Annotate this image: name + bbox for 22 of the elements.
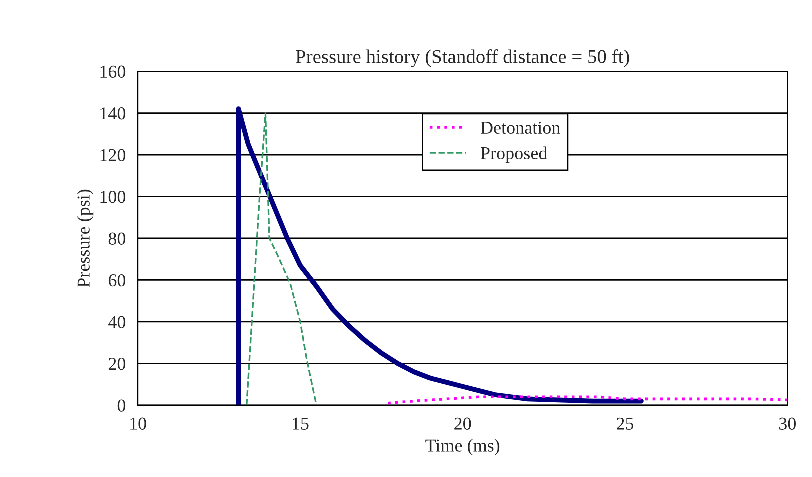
x-tick-label: 30 bbox=[779, 418, 796, 430]
x-axis-title: Time (ms) bbox=[426, 439, 500, 456]
y-axis-title: Pressure (psi) bbox=[77, 190, 94, 288]
y-tick-label: 120 bbox=[100, 149, 126, 162]
x-tick-label: 15 bbox=[293, 418, 309, 430]
x-tick-label: 25 bbox=[617, 418, 634, 430]
line-series bbox=[236, 106, 644, 406]
line-series bbox=[386, 396, 788, 405]
y-tick-label: 100 bbox=[100, 191, 126, 204]
legend-label: Proposed bbox=[481, 146, 548, 164]
line-series bbox=[246, 112, 318, 406]
x-tick-label: 10 bbox=[130, 418, 146, 430]
x-tick-label: 20 bbox=[454, 418, 472, 430]
y-tick-label: 0 bbox=[118, 400, 126, 412]
y-tick-label: 60 bbox=[108, 274, 126, 287]
y-tick-label: 80 bbox=[108, 232, 126, 245]
y-tick-label: 140 bbox=[100, 108, 126, 120]
y-tick-label: 20 bbox=[108, 358, 126, 370]
y-tick-label: 160 bbox=[100, 66, 126, 78]
legend-label: Detonation bbox=[481, 122, 560, 134]
y-tick-label: 40 bbox=[108, 316, 126, 328]
chart-title: Pressure history (Standoff distance = 50 ft) bbox=[296, 50, 630, 68]
